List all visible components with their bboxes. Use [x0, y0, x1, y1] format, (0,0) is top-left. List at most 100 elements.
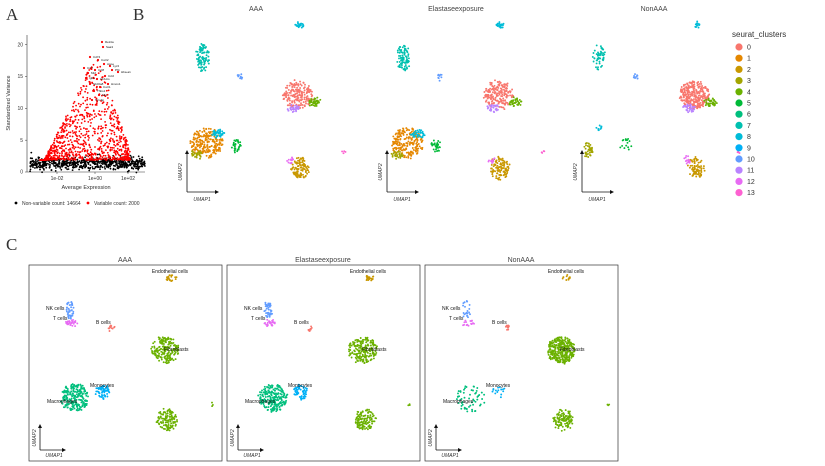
- variable-point: [56, 154, 58, 157]
- cluster-0-point: [299, 83, 302, 86]
- variable-point: [93, 77, 95, 79]
- nonvariable-point: [85, 165, 88, 168]
- legend-key-8: [735, 133, 743, 141]
- nk-point: [70, 301, 73, 304]
- variable-point: [78, 153, 80, 156]
- cluster-0-point: [287, 94, 290, 97]
- cluster-12-point: [290, 161, 293, 164]
- variable-point: [63, 159, 66, 161]
- variable-point: [68, 151, 71, 154]
- cluster-2-point: [695, 175, 698, 178]
- nk-point: [66, 306, 68, 309]
- cluster-0-point: [284, 86, 287, 89]
- nonvariable-point: [84, 162, 87, 165]
- variable-point: [103, 157, 106, 160]
- cluster-7-point: [397, 65, 400, 68]
- cluster-7-point: [400, 64, 403, 67]
- cluster-5-point: [430, 142, 433, 145]
- variable-point: [56, 133, 59, 136]
- variable-point: [95, 99, 98, 102]
- monocyte-point: [94, 393, 97, 396]
- variable-point: [81, 150, 84, 152]
- macrophage-point: [74, 390, 77, 393]
- nonvariable-point: [109, 167, 112, 170]
- variable-point: [60, 147, 63, 150]
- cluster-0-point: [491, 91, 494, 94]
- variable-point: [85, 130, 88, 133]
- macrophage-point: [83, 399, 86, 402]
- variable-point: [107, 156, 110, 159]
- macrophage-point: [71, 408, 74, 411]
- cluster-2-point: [497, 169, 499, 172]
- variable-point: [126, 150, 129, 152]
- fibroblast-point: [167, 337, 169, 340]
- cluster-8-point: [418, 128, 421, 131]
- cluster-11-point: [496, 108, 499, 111]
- cluster-0-point: [290, 83, 293, 86]
- cluster-7-point: [399, 46, 402, 48]
- nonvariable-point: [45, 164, 48, 167]
- cluster-0-point: [503, 83, 506, 86]
- cluster-0-point: [282, 98, 285, 101]
- cluster-11-point: [687, 104, 690, 107]
- cluster-1-point: [209, 156, 212, 159]
- cluster-7-point: [405, 66, 408, 69]
- gene-label: Ccl2: [108, 74, 114, 78]
- cluster-3-point: [393, 150, 396, 153]
- fibroblast-point: [161, 336, 164, 339]
- cluster-0-point: [699, 87, 702, 90]
- variable-point: [73, 100, 76, 103]
- cluster-4-point: [712, 101, 715, 104]
- macrophage-point: [78, 398, 81, 401]
- cluster-0-point: [309, 89, 312, 91]
- tcell-point: [72, 322, 75, 325]
- nonvariable-point: [88, 160, 91, 163]
- cluster-5-point: [621, 139, 624, 142]
- cluster-1-point: [393, 137, 396, 140]
- cluster-0-point: [290, 89, 293, 92]
- variable-point: [105, 141, 108, 144]
- cluster-2-point: [298, 159, 301, 161]
- cluster-0-point: [491, 85, 494, 87]
- cluster-2-point: [306, 165, 309, 168]
- variable-point: [71, 143, 74, 146]
- cluster-7-point: [205, 66, 208, 69]
- cluster-7-point: [207, 59, 210, 62]
- cluster-0-point: [700, 99, 703, 102]
- variable-point: [77, 142, 80, 145]
- variable-point: [83, 115, 85, 118]
- cluster-0-point: [698, 82, 701, 85]
- cluster-10-point: [634, 73, 636, 76]
- labeled-gene-point: [103, 74, 107, 78]
- cluster-10-point: [633, 74, 636, 77]
- variable-point: [84, 109, 86, 111]
- variable-point: [73, 131, 76, 134]
- cluster-0-point: [699, 80, 702, 83]
- cluster-0-point: [485, 87, 488, 90]
- legend-key-1: [735, 54, 743, 62]
- variable-point: [79, 92, 82, 95]
- cluster-2-point: [696, 158, 699, 161]
- nonvariable-point: [99, 168, 101, 171]
- cluster-0-point: [285, 94, 288, 97]
- labeled-gene-point: [92, 89, 96, 93]
- variable-point: [78, 135, 81, 137]
- variable-point: [63, 149, 65, 152]
- cluster-1-point: [405, 147, 408, 150]
- cluster-2-point: [503, 160, 506, 163]
- nonvariable-point: [68, 164, 71, 167]
- variable-point: [80, 132, 83, 135]
- cluster-7-point: [597, 66, 599, 69]
- variable-point: [97, 125, 100, 128]
- cluster-2-point: [700, 167, 703, 170]
- cluster-0-point: [691, 81, 694, 84]
- variable-point: [87, 152, 89, 155]
- variable-point: [111, 146, 114, 149]
- variable-point: [123, 137, 125, 140]
- fibroblast-point: [357, 360, 359, 362]
- cluster-1-point: [203, 130, 206, 133]
- variable-point: [100, 132, 103, 134]
- cluster-1-point: [207, 134, 209, 137]
- variable-point: [66, 114, 69, 117]
